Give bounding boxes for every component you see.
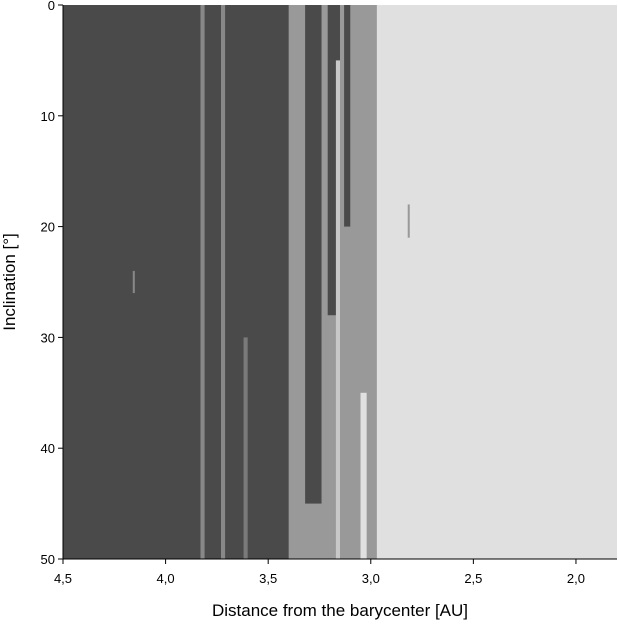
x-tick-label: 2,0 [567,571,585,586]
y-tick-label: 0 [48,0,55,13]
y-tick-label: 20 [41,220,55,235]
x-tick-label: 3,5 [259,571,277,586]
y-tick-label: 10 [41,109,55,124]
region [407,204,410,238]
region [335,60,340,560]
y-axis-title: Inclination [°] [0,233,19,331]
region [278,5,289,559]
y-tick-label: 40 [41,441,55,456]
region [200,5,205,559]
region [344,5,351,227]
region [63,5,289,559]
y-tick-label: 50 [41,552,55,567]
region [243,337,248,559]
x-tick-label: 4,5 [54,571,72,586]
y-tick-label: 30 [41,330,55,345]
x-tick-label: 2,5 [464,571,482,586]
x-axis-title: Distance from the barycenter [AU] [212,601,468,620]
region [376,5,617,559]
region [132,270,135,294]
x-tick-label: 3,0 [362,571,380,586]
region [305,5,322,504]
x-tick-label: 4,0 [157,571,175,586]
region [220,5,226,559]
region [360,392,367,559]
